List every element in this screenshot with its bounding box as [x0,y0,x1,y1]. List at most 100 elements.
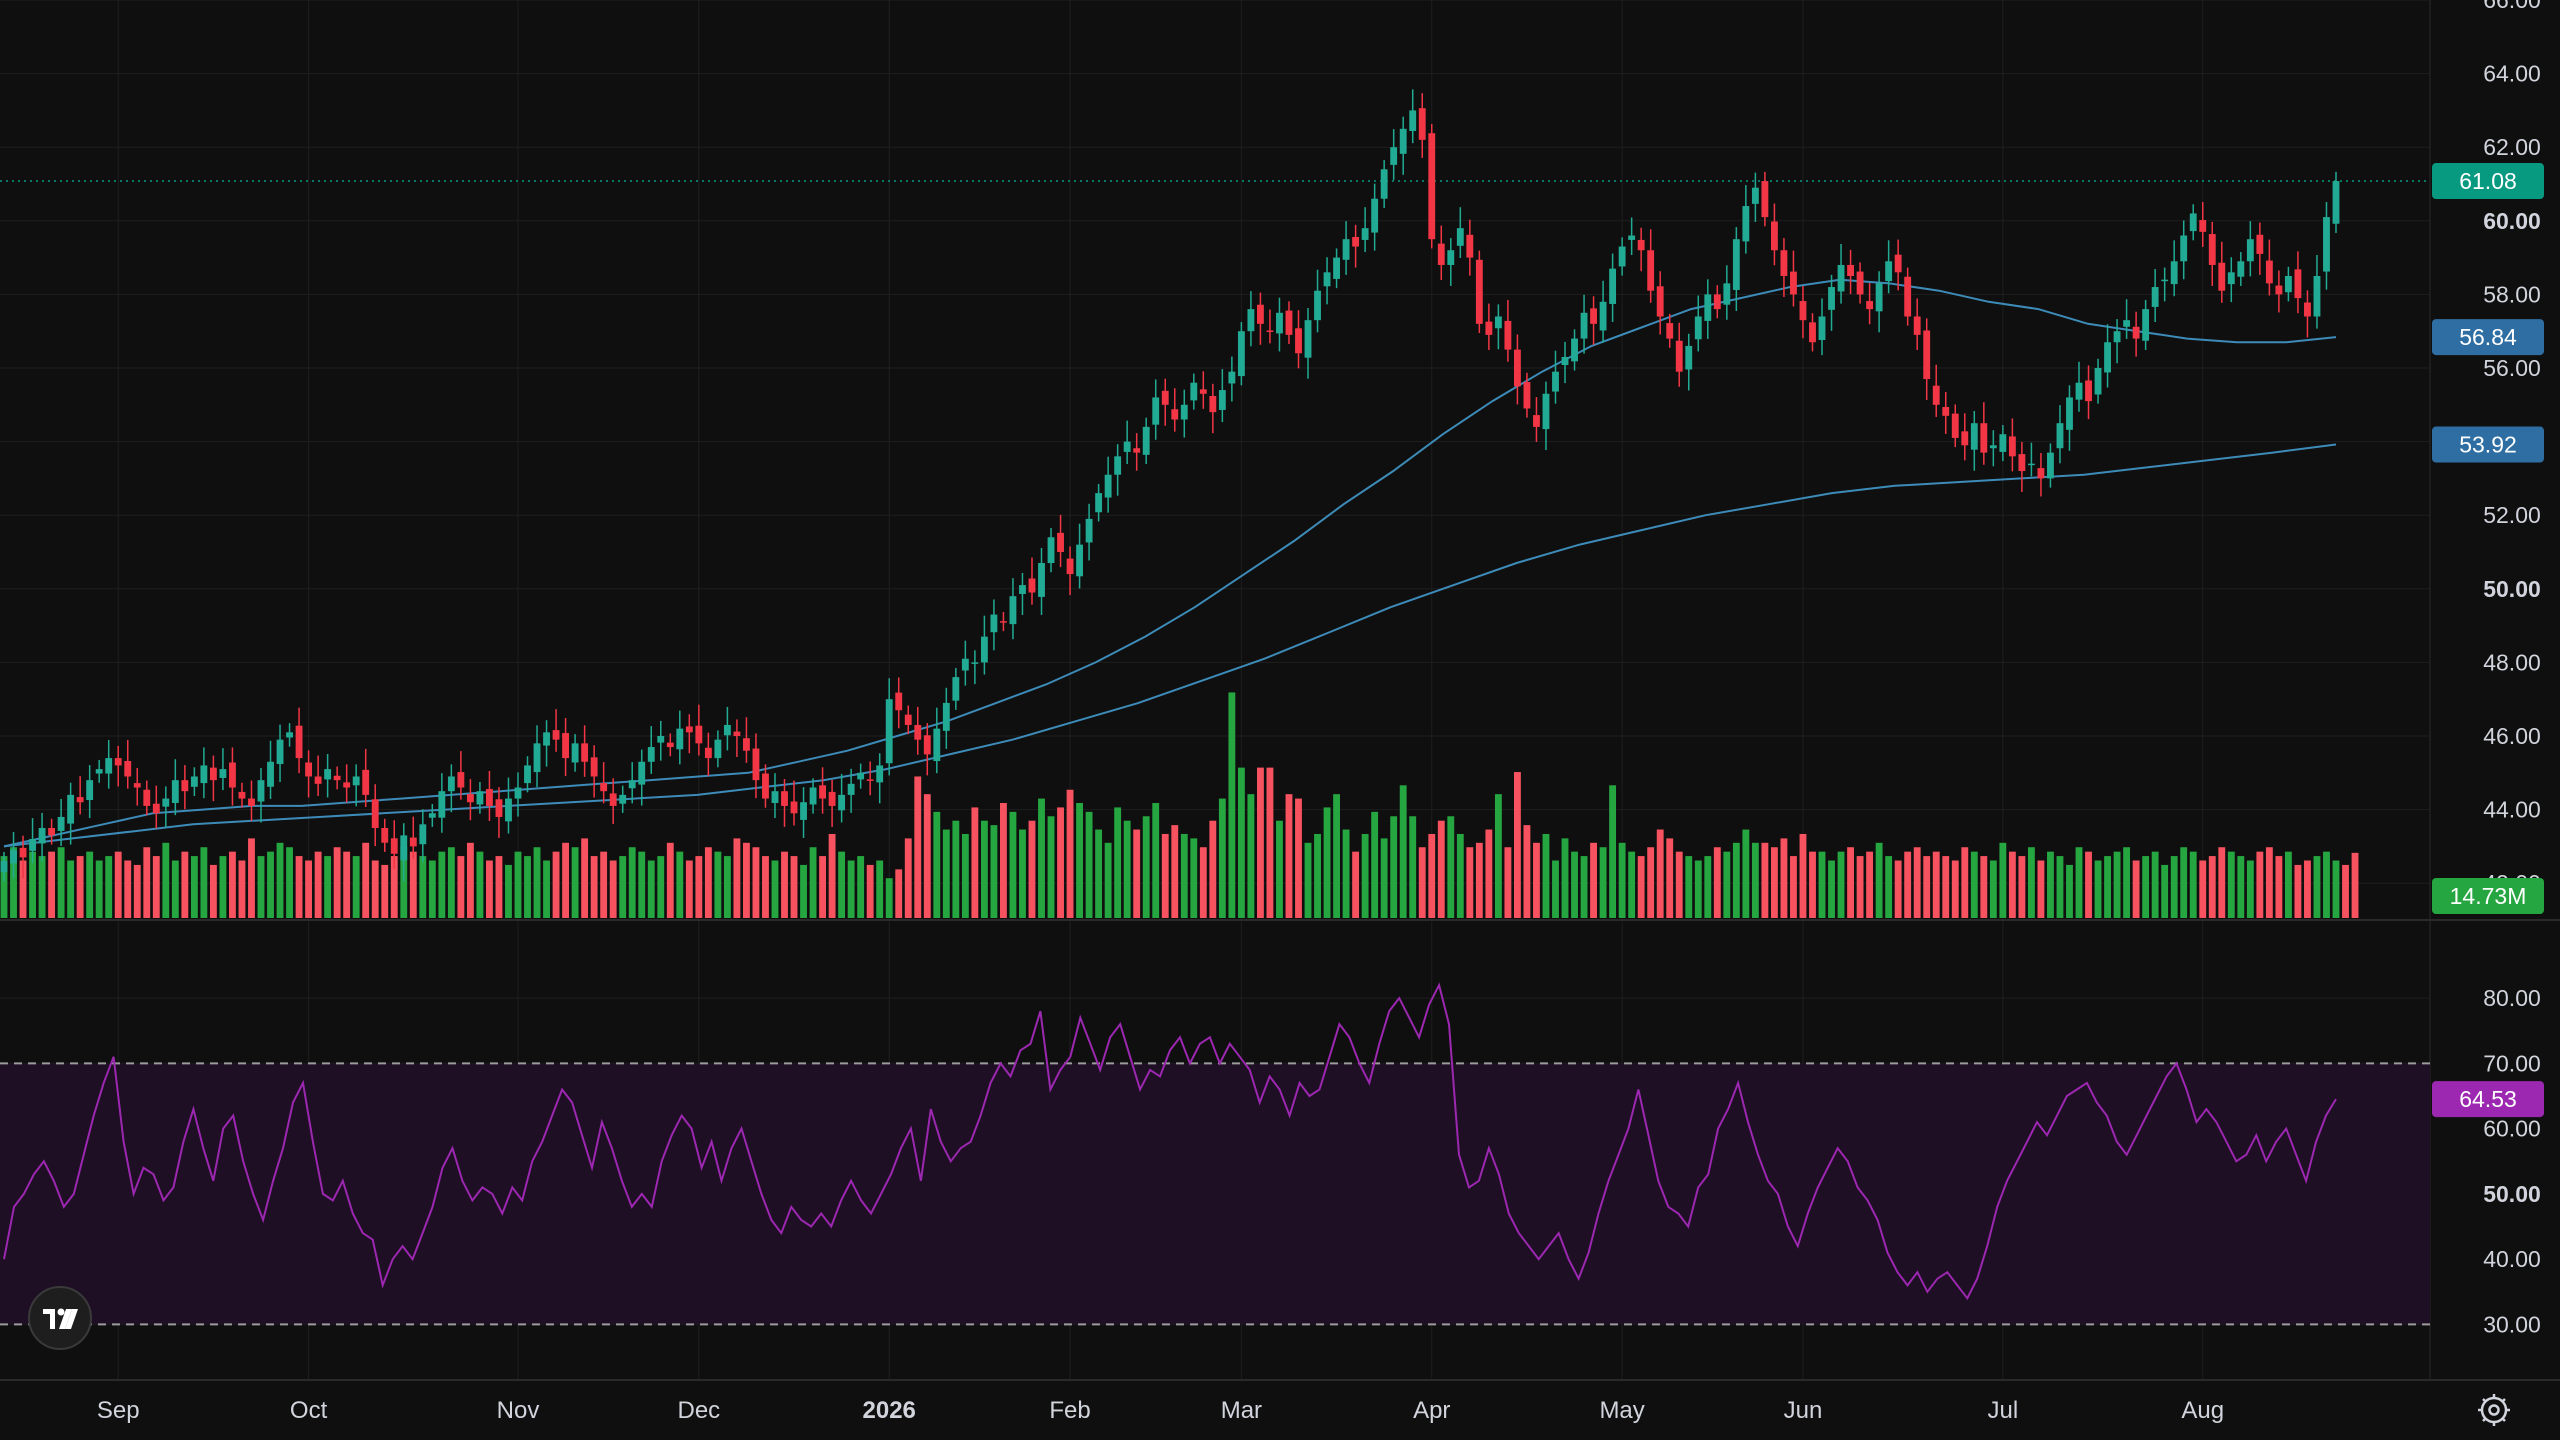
volume-bar [133,864,141,918]
settings-gear-icon[interactable] [2478,1394,2510,1426]
time-tick-label[interactable]: Mar [1221,1397,1262,1424]
time-tick-label[interactable]: Feb [1049,1397,1090,1424]
candle-body [1428,133,1436,240]
volume-bar [1790,856,1797,918]
volume-bar [781,851,788,918]
volume-bar [762,856,769,918]
price-tick-label[interactable]: 62.00 [2483,134,2541,160]
volume-bar [666,842,674,918]
price-tick-label[interactable]: 46.00 [2483,723,2541,749]
time-tick-label[interactable]: Oct [290,1397,328,1424]
candle-body [1228,371,1236,384]
volume-bar [114,851,122,918]
volume-bar [48,851,56,918]
price-tick-label[interactable]: 44.00 [2483,797,2541,823]
candle-body [105,758,113,774]
candle-body [657,736,665,743]
candle-body [1866,301,1874,310]
time-tick-label[interactable]: Aug [2181,1397,2224,1424]
price-tick-label[interactable]: 66.00 [2483,0,2541,13]
price-tick-label[interactable]: 60.00 [2483,208,2541,234]
rsi-tick-label[interactable]: 80.00 [2483,985,2541,1011]
candle-body [1247,309,1255,332]
rsi-tick-label[interactable]: 50.00 [2483,1181,2541,1207]
candle-body [1723,283,1731,305]
volume-bar [1713,847,1721,918]
candle-body [971,662,979,664]
time-tick-label[interactable]: Jun [1784,1397,1823,1424]
price-tick-label[interactable]: 64.00 [2483,61,2541,87]
volume-bar [2123,847,2131,918]
price-tick-label[interactable]: 50.00 [2483,576,2541,602]
time-tick-label[interactable]: May [1599,1397,1644,1424]
rsi-tick-label[interactable]: 60.00 [2483,1116,2541,1142]
candle-body [781,791,788,806]
volume-bar [1352,851,1360,918]
candle-body [190,776,198,787]
candle-body [447,776,455,792]
candle-body [238,791,246,799]
volume-bar [1085,811,1093,918]
candle-body [133,783,141,788]
volume-bar [105,856,113,918]
volume-bar [1047,816,1055,918]
time-tick-label[interactable]: Sep [97,1397,140,1424]
candle-body [2047,452,2054,479]
volume-bar [1666,838,1674,918]
volume-bar [2113,851,2121,918]
volume-bar [1999,842,2007,918]
time-tick-label[interactable]: 2026 [863,1397,916,1424]
price-tick-label[interactable]: 58.00 [2483,281,2541,307]
candle-body [1999,434,2007,452]
price-tick-label[interactable]: 48.00 [2483,649,2541,675]
rsi-badge-box [2432,1081,2544,1118]
volume-bar [476,851,484,918]
rsi-tick-label[interactable]: 70.00 [2483,1050,2541,1076]
candle-body [343,782,351,788]
volume-bar [1161,833,1169,918]
volume-bar [562,842,570,918]
volume-bar [514,851,522,918]
volume-bar [1828,860,1835,918]
volume-bar [1390,816,1398,918]
volume-bar [952,820,960,918]
volume-bar [1456,833,1464,918]
rsi-tick-label[interactable]: 30.00 [2483,1311,2541,1337]
axes[interactable]: 66.0064.0062.0060.0058.0056.0054.0052.00… [97,0,2541,1424]
price-tick-label[interactable]: 52.00 [2483,502,2541,528]
volume-bar [143,847,151,918]
candle-body [48,828,56,836]
candle-body [200,765,208,784]
candlesticks[interactable] [0,89,2340,882]
time-tick-label[interactable]: Dec [677,1397,720,1424]
time-tick-label[interactable]: Jul [1988,1397,2019,1424]
candle-body [1656,286,1664,317]
volume-bar [2189,851,2197,918]
candle-body [762,773,769,799]
volume-bar [676,851,684,918]
candle-body [514,787,522,799]
candle-body [1770,221,1778,251]
candle-body [1266,330,1274,332]
tradingview-logo-icon[interactable] [28,1286,92,1350]
candle-body [276,739,284,764]
ma-short-badge: 56.84 [2459,324,2517,350]
volume-bar [2142,856,2150,918]
candle-body [695,725,703,744]
volume-bar [1190,838,1198,918]
candle-body [257,780,265,802]
candle-body [1790,271,1797,295]
volume-bar [1751,842,1759,918]
volume-bar [2199,860,2207,918]
time-tick-label[interactable]: Nov [497,1397,540,1424]
price-tick-label[interactable]: 56.00 [2483,355,2541,381]
candle-body [723,724,731,736]
candle-body [1599,301,1607,331]
volume-bar [2342,864,2349,918]
volume-bar [1133,829,1141,918]
rsi-tick-label[interactable]: 40.00 [2483,1246,2541,1272]
time-tick-label[interactable]: Apr [1413,1397,1450,1424]
volume-bar [248,838,255,918]
candle-body [1009,596,1017,625]
